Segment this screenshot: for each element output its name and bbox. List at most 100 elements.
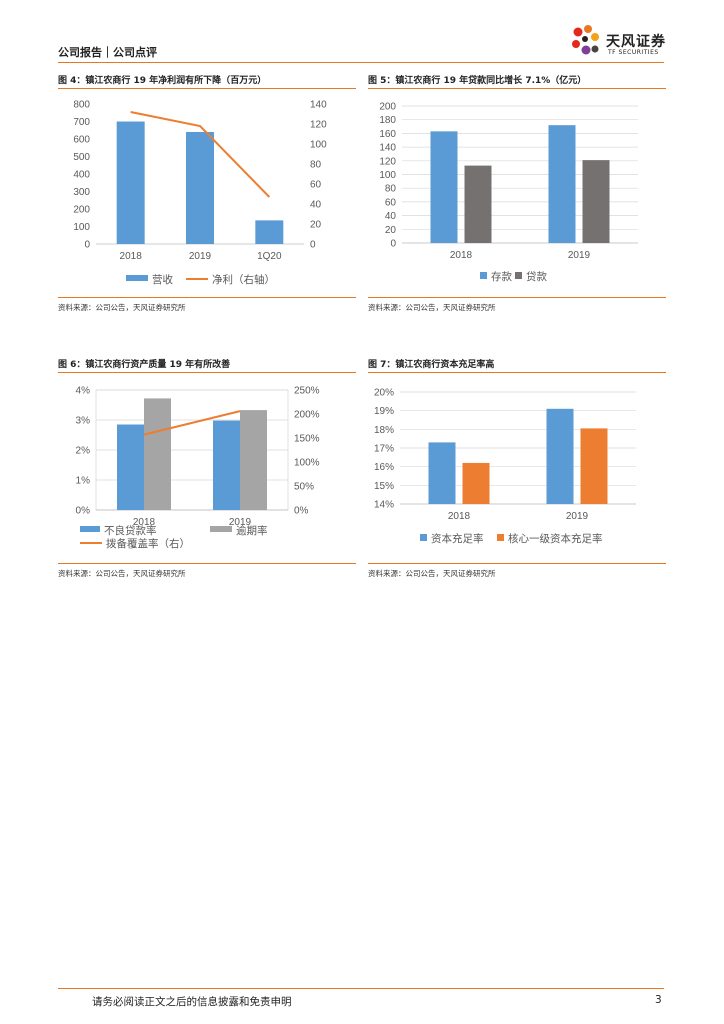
legend-swatch [210, 526, 232, 532]
y-tick-label: 80 [385, 184, 397, 195]
bar-营收-2019 [186, 132, 214, 244]
y-tick-label: 140 [379, 143, 396, 154]
y2-tick-label: 250% [294, 386, 320, 397]
y-tick-label: 40 [385, 211, 397, 222]
fig5-top-rule [368, 88, 666, 89]
x-tick-label: 2019 [566, 511, 589, 522]
legend-swatch [420, 534, 427, 541]
bar-不良贷款率-2019 [213, 420, 240, 510]
y-tick-label: 18% [374, 425, 394, 436]
legend-swatch [80, 526, 100, 532]
y-tick-label: 15% [374, 481, 394, 492]
report-type-label: 公司报告｜公司点评 [58, 46, 157, 59]
y2-tick-label: 140 [310, 100, 327, 111]
legend-label: 存款 [491, 270, 512, 283]
y-tick-label: 180 [379, 115, 396, 126]
fig7-top-rule [368, 372, 666, 373]
y-tick-label: 19% [374, 406, 394, 417]
y-tick-label: 20% [374, 388, 394, 399]
footer-rule [58, 988, 664, 989]
x-tick-label: 2019 [189, 251, 212, 262]
fig4-bottom-rule [58, 297, 356, 298]
bar-贷款-2019 [582, 160, 610, 243]
legend-label: 逾期率 [236, 524, 268, 537]
footer-disclaimer: 请务必阅读正文之后的信息披露和免责申明 [92, 996, 292, 1008]
fig7-chart: 14% 15% 16% 17% 18% 19% 20% 2018 2019 资本充足率 核心一级资本… [374, 388, 636, 545]
y-tick-label: 3% [76, 416, 91, 427]
y-tick-label: 1% [76, 476, 91, 487]
fig6-top-rule [58, 372, 356, 373]
y-tick-label: 200 [379, 102, 396, 113]
fig7-title: 图 7：镇江农商行资本充足率高 [368, 360, 495, 370]
logo-subtext: TF SECURITIES [608, 49, 659, 56]
bar-贷款-2018 [464, 165, 492, 243]
tf-logo-icon [572, 25, 599, 55]
y2-tick-label: 20 [310, 220, 322, 231]
legend-label: 资本充足率 [431, 532, 484, 545]
x-tick-label: 2018 [120, 251, 143, 262]
fig6-title: 图 6：镇江农商行资产质量 19 年有所改善 [58, 360, 231, 370]
bar-不良贷款率-2018 [117, 424, 144, 510]
fig4-title: 图 4：镇江农商行 19 年净利润有所下降（百万元） [58, 76, 267, 86]
legend-swatch [497, 534, 504, 541]
bar-逾期率-2018 [144, 398, 171, 510]
y2-tick-label: 0 [310, 240, 316, 251]
legend-label: 贷款 [526, 270, 547, 283]
y-tick-label: 2% [76, 446, 91, 457]
y-tick-label: 17% [374, 444, 394, 455]
x-tick-label: 2018 [133, 517, 156, 528]
legend-swatch [515, 272, 522, 279]
legend-label: 拨备覆盖率（右） [106, 537, 190, 550]
fig6-chart: 0% 1% 2% 3% 4% 0% 50% 100% 150% 200% 250% 2018 2019 不… [76, 386, 320, 551]
y2-tick-label: 200% [294, 410, 320, 421]
page-number: 3 [655, 994, 662, 1006]
fig6-source: 资料来源：公司公告，天风证券研究所 [58, 569, 186, 578]
y2-tick-label: 0% [294, 506, 309, 517]
fig4-source: 资料来源：公司公告，天风证券研究所 [58, 303, 186, 312]
y-tick-label: 14% [374, 500, 394, 511]
y2-tick-label: 120 [310, 120, 327, 131]
bar-资本充足率-2019 [546, 408, 574, 504]
y2-tick-label: 100% [294, 458, 320, 469]
legend-label: 不良贷款率 [104, 524, 157, 537]
bar-核心一级资本充足率-2019 [580, 428, 608, 504]
y-tick-label: 200 [73, 205, 90, 216]
y-tick-label: 300 [73, 187, 90, 198]
fig5-bottom-rule [368, 297, 666, 298]
logo-text: 天风证券 [606, 34, 666, 50]
y-tick-label: 120 [379, 156, 396, 167]
y-tick-label: 0 [84, 240, 90, 251]
y-tick-label: 500 [73, 152, 90, 163]
legend-label: 净利（右轴） [212, 273, 275, 286]
y-tick-label: 100 [379, 170, 396, 181]
y-tick-label: 800 [73, 100, 90, 111]
legend-label: 营收 [152, 273, 173, 286]
fig4-top-rule [58, 88, 356, 89]
x-tick-label: 2018 [448, 511, 471, 522]
x-tick-label: 2019 [229, 517, 252, 528]
fig5-source: 资料来源：公司公告，天风证券研究所 [368, 303, 496, 312]
bar-核心一级资本充足率-2018 [462, 462, 490, 504]
x-tick-label: 1Q20 [257, 251, 282, 262]
y2-tick-label: 80 [310, 160, 322, 171]
y-tick-label: 100 [73, 222, 90, 233]
y2-tick-label: 150% [294, 434, 320, 445]
y2-tick-label: 40 [310, 200, 322, 211]
fig4-chart: 0 100 200 300 400 500 600 700 800 0 20 40 60 80 100 120… [73, 100, 327, 287]
legend-swatch [480, 272, 487, 279]
bar-逾期率-2019 [240, 410, 267, 510]
x-tick-label: 2018 [450, 250, 473, 261]
y-tick-label: 160 [379, 129, 396, 140]
y-tick-label: 0 [390, 239, 396, 250]
line-series [143, 410, 241, 436]
bar-资本充足率-2018 [428, 442, 456, 504]
bar-营收-2018 [116, 121, 145, 244]
y-tick-label: 4% [76, 386, 91, 397]
fig5-chart: 0 20 40 60 80 100 120 140 160 180 200 2018 2019 存款 贷款 [379, 102, 638, 283]
x-tick-label: 2019 [568, 250, 591, 261]
fig7-source: 资料来源：公司公告，天风证券研究所 [368, 569, 496, 578]
header-rule [58, 62, 664, 63]
legend-label: 核心一级资本充足率 [508, 532, 603, 545]
y-tick-label: 20 [385, 225, 397, 236]
bar-营收-1Q20 [255, 220, 284, 244]
